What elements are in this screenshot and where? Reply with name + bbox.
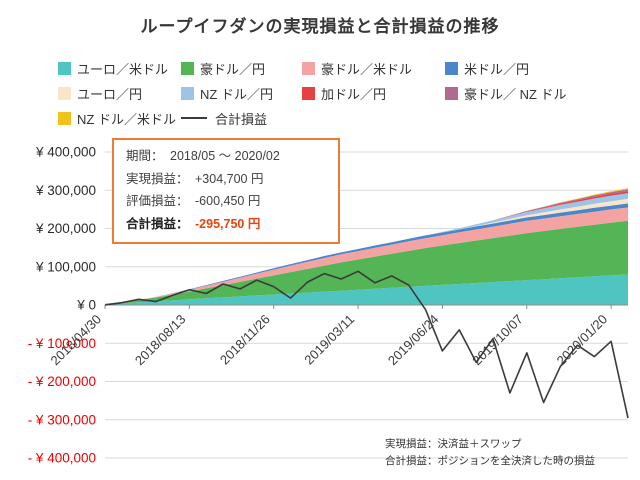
x-axis-label: 2018/11/26 <box>217 312 273 368</box>
y-axis-label: - ¥ 300,000 <box>28 412 96 427</box>
legend-swatch-icon <box>58 61 71 75</box>
legend-item-2: 豪ドル／米ドル <box>302 60 445 77</box>
summary-row-period: 期間： 2018/05 ～ 2020/02 <box>126 145 326 168</box>
x-axis-label: 2018/08/13 <box>132 312 189 369</box>
summary-row-total: 合計損益： -295,750 円 <box>126 213 326 236</box>
x-axis-label: 2020/01/20 <box>554 312 611 369</box>
area-series-1 <box>105 220 628 305</box>
legend-label: 加ドル／円 <box>321 86 387 102</box>
legend-item-3: 米ドル／円 <box>445 60 615 77</box>
total-line <box>104 270 629 419</box>
y-axis-label: ¥ 300,000 <box>35 183 96 198</box>
legend-item-6: 加ドル／円 <box>302 85 445 102</box>
chart-title: ループイフダンの実現損益と合計損益の推移 <box>140 17 500 36</box>
area-series-4 <box>105 198 628 304</box>
legend-label: ユーロ／米ドル <box>77 61 169 77</box>
legend-swatch-icon <box>302 61 315 75</box>
legend-item-8: NZ ドル／米ドル <box>58 110 181 127</box>
legend-swatch-icon <box>58 86 71 100</box>
legend-label: 合計損益 <box>215 111 268 127</box>
y-axis-label: ¥ 100,000 <box>35 259 96 274</box>
area-series-2 <box>105 207 628 304</box>
summary-box: 期間： 2018/05 ～ 2020/02 実現損益： +304,700 円 評… <box>112 138 340 244</box>
summary-label: 合計損益： <box>126 216 189 231</box>
legend-item-9: 合計損益 <box>181 110 302 127</box>
legend-label: 豪ドル／ NZ ドル <box>464 86 567 102</box>
x-axis-label: 2019/06/24 <box>385 312 442 369</box>
area-series-3 <box>105 203 628 304</box>
legend-label: 豪ドル／円 <box>200 61 266 77</box>
summary-value: +304,700 円 <box>195 171 264 186</box>
legend-swatch-icon <box>445 61 458 75</box>
y-axis-label: - ¥ 100,000 <box>28 336 96 351</box>
legend-item-1: 豪ドル／円 <box>181 60 302 77</box>
legend-item-4: ユーロ／円 <box>58 85 181 102</box>
footnote: 実現損益：決済益＋スワップ 合計損益：ポジションを全決済した時の損益 <box>385 436 595 470</box>
y-axis-label: - ¥ 200,000 <box>28 374 96 389</box>
legend-label: ユーロ／円 <box>77 86 143 102</box>
summary-label: 実現損益： <box>126 171 189 186</box>
legend-swatch-icon <box>58 111 71 125</box>
area-series-0 <box>105 274 628 305</box>
legend: ユーロ／米ドル 豪ドル／円 豪ドル／米ドル 米ドル／円ユーロ／円 NZ ドル／円 加ドル／… <box>58 60 615 127</box>
legend-item-0: ユーロ／米ドル <box>58 60 181 77</box>
summary-row-valuation: 評価損益： -600,450 円 <box>126 190 326 213</box>
summary-value: -600,450 円 <box>195 194 261 208</box>
legend-item-5: NZ ドル／円 <box>181 85 302 102</box>
summary-row-realized: 実現損益： +304,700 円 <box>126 168 326 191</box>
y-axis-label: ¥ 400,000 <box>35 145 96 160</box>
y-axis-label: ¥ 200,000 <box>35 221 96 236</box>
area-series-5 <box>105 193 628 304</box>
legend-swatch-icon <box>181 86 194 100</box>
y-axis-label: ¥ 0 <box>76 298 96 313</box>
summary-value-highlight: -295,750 円 <box>195 216 261 231</box>
legend-label: NZ ドル／米ドル <box>77 111 176 127</box>
legend-item-7: 豪ドル／ NZ ドル <box>445 85 615 102</box>
footnote-line2: 合計損益：ポジションを全決済した時の損益 <box>385 454 595 467</box>
summary-label: 評価損益： <box>126 194 189 208</box>
footnote-line1: 実現損益：決済益＋スワップ <box>385 438 522 450</box>
summary-label: 期間： <box>126 149 164 163</box>
legend-swatch-icon <box>302 86 315 100</box>
legend-label: 豪ドル／米ドル <box>321 61 413 77</box>
legend-line-marker-icon <box>181 117 207 119</box>
x-axis-label: 2019/03/11 <box>301 312 357 368</box>
legend-label: 米ドル／円 <box>464 61 530 77</box>
summary-value: 2018/05 ～ 2020/02 <box>170 149 280 163</box>
legend-label: NZ ドル／円 <box>200 86 273 102</box>
legend-swatch-icon <box>445 86 458 100</box>
y-axis-label: - ¥ 400,000 <box>28 451 96 466</box>
legend-swatch-icon <box>181 61 194 75</box>
